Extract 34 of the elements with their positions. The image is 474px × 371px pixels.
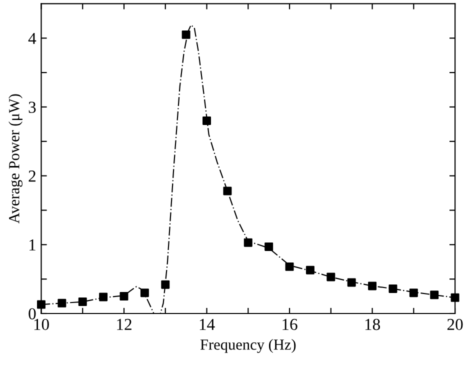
y-tick-label: 4 (28, 32, 36, 44)
point (388, 284, 398, 293)
x-tick-label: 10 (34, 318, 49, 330)
x-axis-title: Frequency (Hz) (200, 339, 296, 353)
y-tick-label: 3 (28, 102, 36, 113)
point (37, 300, 46, 309)
point (223, 186, 232, 196)
y-tick-label: 0 (28, 308, 36, 320)
point (368, 282, 377, 290)
point (264, 242, 274, 251)
point (58, 298, 66, 308)
y-tick-label: 2 (28, 170, 36, 182)
point (326, 272, 336, 282)
point (78, 298, 87, 306)
x-tick-label: 14 (200, 318, 215, 330)
point (306, 266, 314, 274)
x-tick-label: 20 (447, 318, 463, 330)
x-tick-label: 16 (282, 318, 298, 330)
point (244, 238, 252, 247)
x-tick-label: 12 (117, 318, 132, 330)
point (140, 288, 149, 298)
point (285, 262, 294, 271)
y-axis-title: Average Power (μW) (8, 94, 22, 224)
y-tick-label: 1 (30, 239, 36, 250)
point (182, 30, 190, 39)
x-tick-label: 18 (365, 318, 380, 330)
point (99, 292, 108, 302)
point (347, 278, 356, 287)
point (430, 290, 439, 300)
point (120, 292, 128, 301)
point (161, 280, 170, 289)
point (202, 116, 211, 125)
point (450, 293, 460, 302)
point (409, 288, 418, 298)
